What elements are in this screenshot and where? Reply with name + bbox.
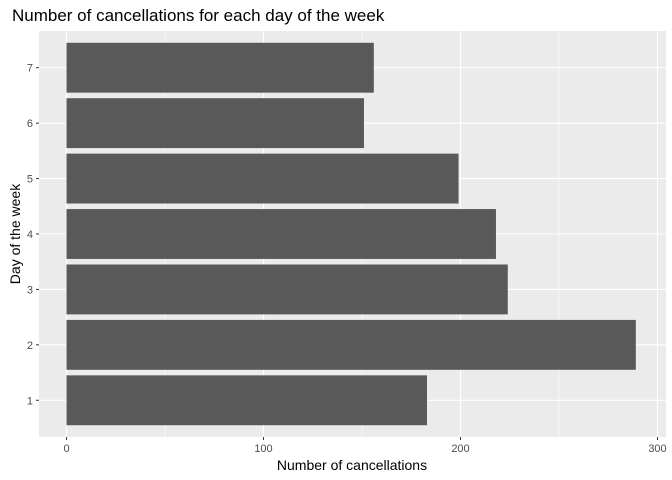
bar-day-2 (66, 319, 636, 370)
y-tick-label: 3 (27, 284, 33, 296)
axis-ticks (36, 67, 658, 440)
y-tick-label: 7 (27, 63, 33, 75)
x-tick-label: 300 (648, 443, 666, 455)
x-tick-label: 100 (254, 443, 272, 455)
bar-day-7 (66, 42, 374, 93)
x-tick-label: 0 (63, 443, 69, 455)
y-tick-label: 6 (27, 118, 33, 130)
x-tick-label: 200 (451, 443, 469, 455)
y-tick-label: 2 (27, 340, 33, 352)
bar-day-4 (66, 209, 496, 259)
tick-labels: 1 2 3 4 5 6 7 0 100 200 300 (27, 63, 667, 455)
chart-title: Number of cancellations for each day of … (12, 6, 385, 25)
y-tick-label: 5 (27, 174, 33, 186)
y-tick-label: 4 (27, 229, 33, 241)
y-tick-label: 1 (27, 395, 33, 407)
bar-day-3 (66, 264, 508, 315)
x-axis-title: Number of cancellations (277, 457, 427, 473)
y-axis-title: Day of the week (7, 183, 23, 284)
bar-day-1 (66, 375, 428, 426)
bar-day-5 (66, 153, 459, 204)
bar-day-6 (66, 98, 364, 149)
bars (66, 42, 636, 426)
